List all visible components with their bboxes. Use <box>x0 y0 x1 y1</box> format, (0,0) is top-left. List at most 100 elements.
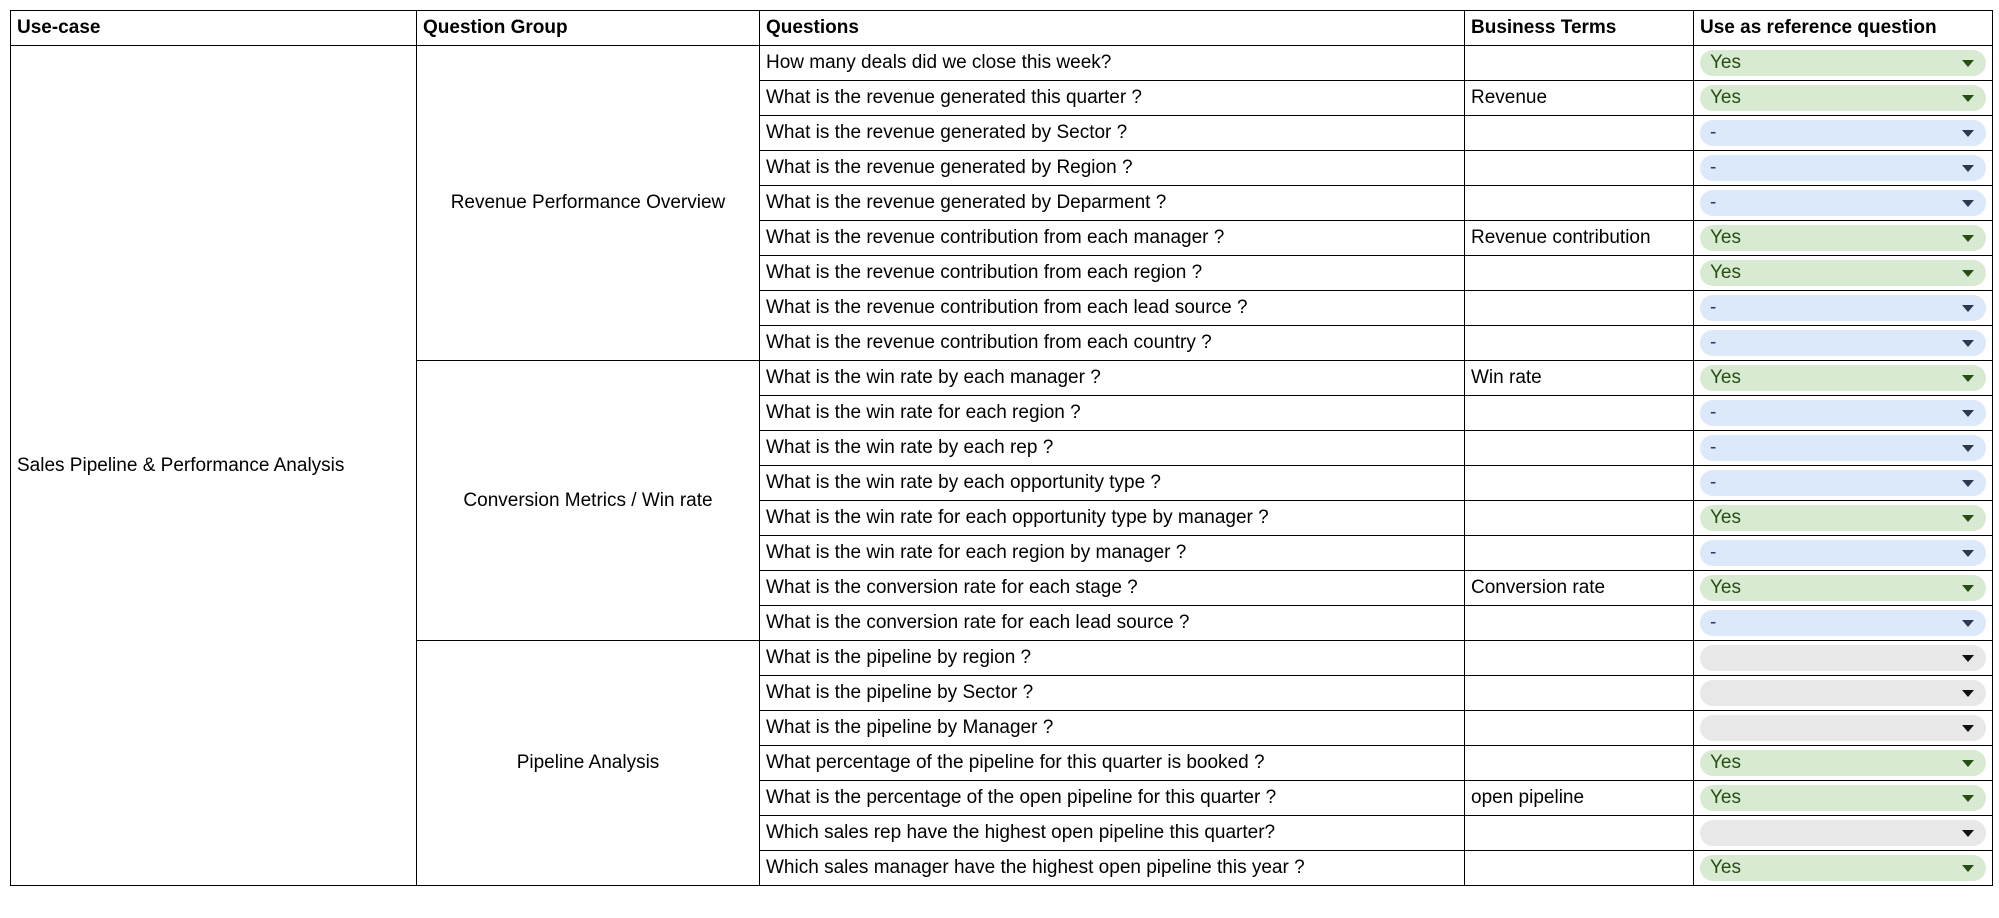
question-cell[interactable]: What is the conversion rate for each lea… <box>759 605 1465 641</box>
reference-dropdown[interactable]: Yes <box>1700 365 1986 391</box>
reference-cell <box>1693 640 1993 676</box>
question-cell[interactable]: What is the pipeline by region ? <box>759 640 1465 676</box>
business-term-cell[interactable] <box>1464 815 1694 851</box>
reference-dropdown[interactable]: Yes <box>1700 225 1986 251</box>
business-term-cell[interactable] <box>1464 500 1694 536</box>
business-term-cell[interactable]: Revenue contribution <box>1464 220 1694 256</box>
business-term-cell[interactable] <box>1464 850 1694 886</box>
question-cell[interactable]: What is the revenue contribution from ea… <box>759 290 1465 326</box>
question-cell[interactable]: What is the win rate for each region by … <box>759 535 1465 571</box>
reference-dropdown[interactable]: Yes <box>1700 505 1986 531</box>
question-cell[interactable]: What is the revenue generated by Sector … <box>759 115 1465 151</box>
question-cell[interactable]: What is the revenue contribution from ea… <box>759 220 1465 256</box>
question-cell[interactable]: What percentage of the pipeline for this… <box>759 745 1465 781</box>
reference-cell: - <box>1693 465 1993 501</box>
dropdown-value: - <box>1710 437 1717 458</box>
business-term-cell[interactable] <box>1464 325 1694 361</box>
business-term-cell[interactable] <box>1464 710 1694 746</box>
business-term-cell[interactable] <box>1464 640 1694 676</box>
reference-dropdown[interactable]: - <box>1700 610 1986 636</box>
reference-dropdown[interactable]: Yes <box>1700 785 1986 811</box>
question-cell[interactable]: What is the win rate for each opportunit… <box>759 500 1465 536</box>
reference-dropdown[interactable]: - <box>1700 470 1986 496</box>
question-cell[interactable]: What is the win rate by each manager ? <box>759 360 1465 396</box>
table-row: What is the win rate by each opportunity… <box>11 465 1993 501</box>
reference-dropdown[interactable]: Yes <box>1700 260 1986 286</box>
reference-dropdown[interactable]: Yes <box>1700 50 1986 76</box>
chevron-down-icon <box>1962 654 1974 662</box>
question-cell[interactable]: What is the win rate for each region ? <box>759 395 1465 431</box>
question-group-cell: Revenue Performance Overview <box>416 45 760 361</box>
reference-cell: Yes <box>1693 255 1993 291</box>
reference-dropdown[interactable]: Yes <box>1700 85 1986 111</box>
question-cell[interactable]: Which sales rep have the highest open pi… <box>759 815 1465 851</box>
question-cell[interactable]: What is the percentage of the open pipel… <box>759 780 1465 816</box>
question-cell[interactable]: What is the revenue generated by Deparme… <box>759 185 1465 221</box>
reference-cell: Yes <box>1693 780 1993 816</box>
reference-cell: - <box>1693 115 1993 151</box>
business-term-cell[interactable] <box>1464 255 1694 291</box>
business-term-cell[interactable] <box>1464 150 1694 186</box>
dropdown-value: Yes <box>1710 52 1741 73</box>
business-term-cell[interactable] <box>1464 745 1694 781</box>
table-row: What is the revenue generated by Sector … <box>11 115 1993 151</box>
question-cell[interactable]: What is the pipeline by Sector ? <box>759 675 1465 711</box>
business-term-cell[interactable]: open pipeline <box>1464 780 1694 816</box>
reference-dropdown[interactable]: - <box>1700 120 1986 146</box>
table-row: What is the revenue contribution from ea… <box>11 290 1993 326</box>
table-row: What is the revenue contribution from ea… <box>11 325 1993 361</box>
question-group-cell: Pipeline Analysis <box>416 640 760 886</box>
business-term-cell[interactable] <box>1464 185 1694 221</box>
business-term-cell[interactable] <box>1464 605 1694 641</box>
reference-cell: Yes <box>1693 745 1993 781</box>
reference-cell: - <box>1693 325 1993 361</box>
reference-dropdown[interactable] <box>1700 645 1986 671</box>
table-row: Which sales manager have the highest ope… <box>11 850 1993 886</box>
business-term-cell[interactable] <box>1464 290 1694 326</box>
reference-dropdown[interactable]: - <box>1700 155 1986 181</box>
table-row: What is the revenue generated this quart… <box>11 80 1993 116</box>
reference-dropdown[interactable]: Yes <box>1700 750 1986 776</box>
question-cell[interactable]: What is the win rate by each opportunity… <box>759 465 1465 501</box>
question-cell[interactable]: What is the conversion rate for each sta… <box>759 570 1465 606</box>
reference-cell: Yes <box>1693 80 1993 116</box>
reference-cell <box>1693 815 1993 851</box>
chevron-down-icon <box>1962 199 1974 207</box>
business-term-cell[interactable]: Revenue <box>1464 80 1694 116</box>
reference-dropdown[interactable]: - <box>1700 540 1986 566</box>
business-term-cell[interactable] <box>1464 115 1694 151</box>
question-cell[interactable]: What is the revenue contribution from ea… <box>759 325 1465 361</box>
question-cell[interactable]: What is the revenue generated by Region … <box>759 150 1465 186</box>
question-cell[interactable]: How many deals did we close this week? <box>759 45 1465 81</box>
reference-dropdown[interactable]: - <box>1700 190 1986 216</box>
business-term-cell[interactable] <box>1464 535 1694 571</box>
business-term-cell[interactable]: Win rate <box>1464 360 1694 396</box>
chevron-down-icon <box>1962 584 1974 592</box>
reference-dropdown[interactable]: Yes <box>1700 855 1986 881</box>
reference-dropdown[interactable]: - <box>1700 435 1986 461</box>
question-cell[interactable]: What is the revenue contribution from ea… <box>759 255 1465 291</box>
question-cell[interactable]: What is the win rate by each rep ? <box>759 430 1465 466</box>
business-term-cell[interactable]: Conversion rate <box>1464 570 1694 606</box>
reference-dropdown[interactable]: - <box>1700 400 1986 426</box>
chevron-down-icon <box>1962 129 1974 137</box>
reference-cell: - <box>1693 395 1993 431</box>
dropdown-value: - <box>1710 122 1717 143</box>
reference-dropdown[interactable] <box>1700 715 1986 741</box>
business-term-cell[interactable] <box>1464 395 1694 431</box>
chevron-down-icon <box>1962 269 1974 277</box>
reference-dropdown[interactable] <box>1700 680 1986 706</box>
reference-dropdown[interactable]: Yes <box>1700 575 1986 601</box>
reference-dropdown[interactable]: - <box>1700 330 1986 356</box>
reference-dropdown[interactable] <box>1700 820 1986 846</box>
business-term-cell[interactable] <box>1464 45 1694 81</box>
table-row: What is the revenue contribution from ea… <box>11 255 1993 291</box>
reference-dropdown[interactable]: - <box>1700 295 1986 321</box>
question-cell[interactable]: What is the revenue generated this quart… <box>759 80 1465 116</box>
business-term-cell[interactable] <box>1464 465 1694 501</box>
question-cell[interactable]: Which sales manager have the highest ope… <box>759 850 1465 886</box>
business-term-cell[interactable] <box>1464 430 1694 466</box>
dropdown-value: - <box>1710 472 1717 493</box>
business-term-cell[interactable] <box>1464 675 1694 711</box>
question-cell[interactable]: What is the pipeline by Manager ? <box>759 710 1465 746</box>
